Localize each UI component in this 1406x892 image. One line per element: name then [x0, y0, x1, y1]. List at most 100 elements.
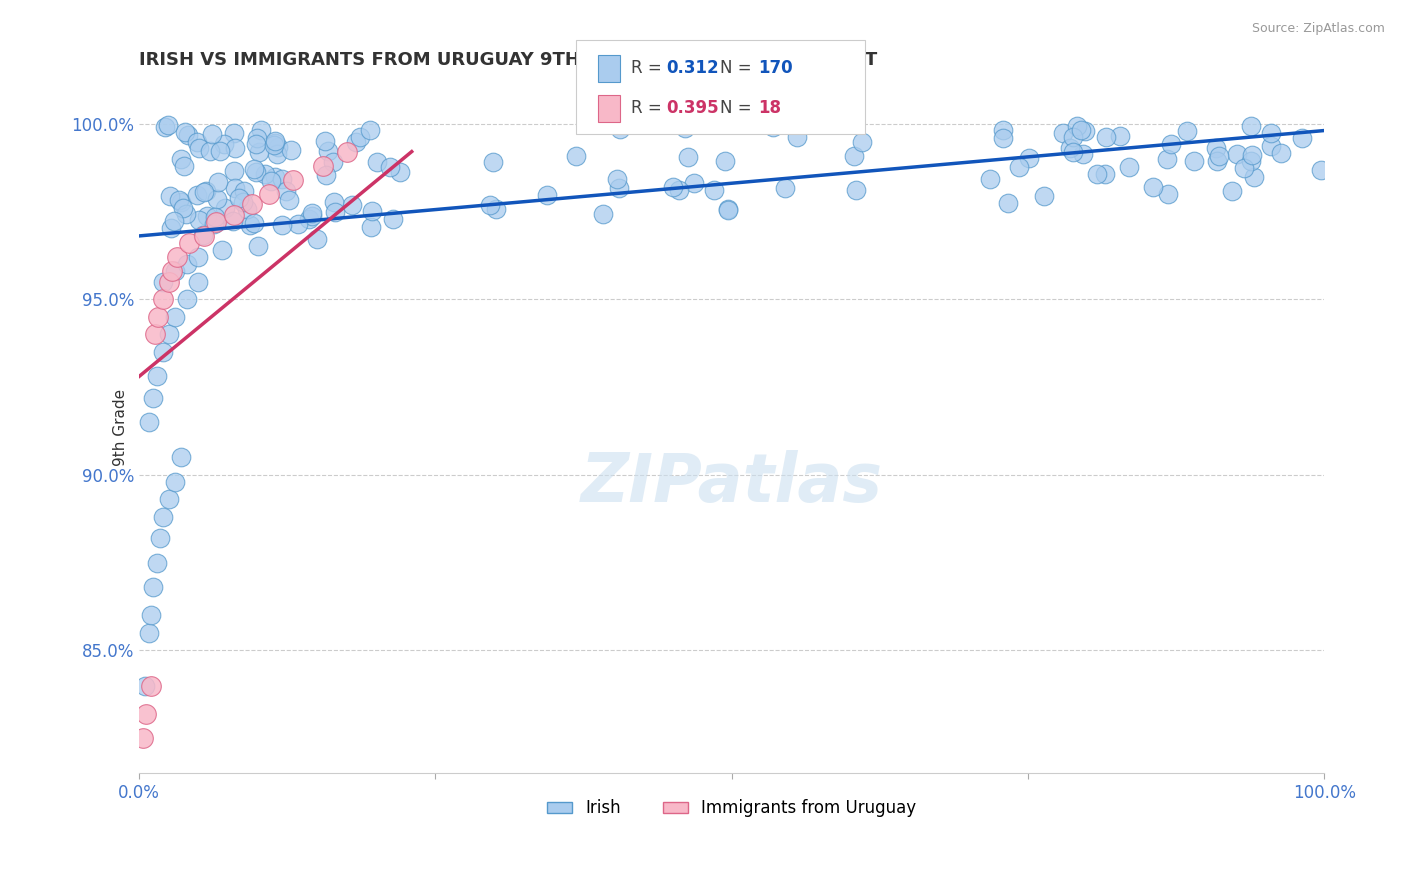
Point	[162, 264, 184, 278]
Point	[193, 228, 215, 243]
Point	[485, 202, 508, 217]
Point	[259, 186, 281, 201]
Point	[1094, 129, 1116, 144]
Point	[378, 160, 401, 174]
Point	[170, 194, 193, 209]
Point	[1226, 147, 1249, 161]
Point	[1071, 146, 1094, 161]
Point	[157, 275, 180, 289]
Point	[301, 205, 323, 219]
Text: 0.395: 0.395	[666, 99, 718, 117]
Point	[482, 155, 505, 169]
Point	[287, 217, 309, 231]
Point	[163, 310, 186, 324]
Point	[142, 580, 165, 594]
Point	[314, 135, 336, 149]
Point	[305, 232, 328, 246]
Point	[152, 510, 174, 524]
Point	[1260, 126, 1282, 140]
Point	[169, 194, 191, 208]
Text: 0.312: 0.312	[666, 60, 718, 78]
Point	[163, 214, 186, 228]
Point	[1220, 184, 1243, 198]
Point	[389, 165, 412, 179]
Point	[536, 188, 558, 202]
Point	[246, 131, 269, 145]
Point	[195, 184, 218, 198]
Point	[276, 184, 298, 198]
Legend: Irish, Immigrants from Uruguay: Irish, Immigrants from Uruguay	[540, 793, 922, 824]
Point	[250, 123, 273, 137]
Point	[359, 123, 381, 137]
Point	[187, 212, 209, 227]
Point	[222, 126, 245, 140]
Point	[1205, 154, 1227, 169]
Point	[325, 205, 347, 219]
Point	[159, 189, 181, 203]
Point	[315, 168, 337, 182]
Point	[187, 140, 209, 154]
Point	[606, 171, 628, 186]
Point	[142, 391, 165, 405]
Point	[228, 191, 250, 205]
Point	[235, 202, 257, 217]
Point	[166, 250, 188, 264]
Point	[152, 344, 174, 359]
Point	[716, 202, 738, 217]
Point	[176, 292, 198, 306]
Point	[146, 310, 169, 324]
Point	[335, 145, 357, 159]
Point	[205, 192, 228, 206]
Y-axis label: 9th Grade: 9th Grade	[112, 389, 128, 466]
Point	[187, 275, 209, 289]
Point	[683, 176, 706, 190]
Point	[1018, 151, 1040, 165]
Point	[193, 185, 215, 199]
Point	[138, 626, 160, 640]
Point	[201, 127, 224, 141]
Point	[993, 131, 1015, 145]
Point	[138, 415, 160, 429]
Point	[176, 257, 198, 271]
Point	[170, 152, 193, 166]
Point	[271, 172, 294, 186]
Point	[592, 207, 614, 221]
Point	[845, 184, 868, 198]
Point	[139, 608, 162, 623]
Point	[1007, 161, 1029, 175]
Point	[1118, 160, 1140, 174]
Point	[222, 164, 245, 178]
Point	[1241, 147, 1264, 161]
Point	[239, 219, 262, 233]
Point	[360, 220, 382, 235]
Point	[159, 221, 181, 235]
Point	[1059, 141, 1081, 155]
Point	[361, 203, 384, 218]
Point	[1309, 163, 1331, 178]
Point	[1062, 129, 1084, 144]
Point	[149, 531, 172, 545]
Text: N =: N =	[720, 60, 756, 78]
Point	[1070, 122, 1092, 136]
Point	[662, 179, 685, 194]
Point	[993, 123, 1015, 137]
Text: R =: R =	[631, 99, 668, 117]
Point	[1108, 129, 1130, 144]
Point	[254, 167, 277, 181]
Point	[844, 149, 866, 163]
Point	[381, 212, 404, 227]
Point	[163, 264, 186, 278]
Point	[676, 151, 699, 165]
Point	[344, 135, 367, 149]
Point	[851, 135, 873, 149]
Point	[478, 198, 501, 212]
Point	[979, 172, 1001, 186]
Point	[1142, 180, 1164, 194]
Point	[1240, 119, 1263, 133]
Point	[322, 195, 344, 210]
Point	[232, 184, 254, 198]
Point	[240, 197, 263, 211]
Text: ZIPatlas: ZIPatlas	[581, 450, 883, 516]
Point	[146, 369, 169, 384]
Point	[263, 138, 285, 153]
